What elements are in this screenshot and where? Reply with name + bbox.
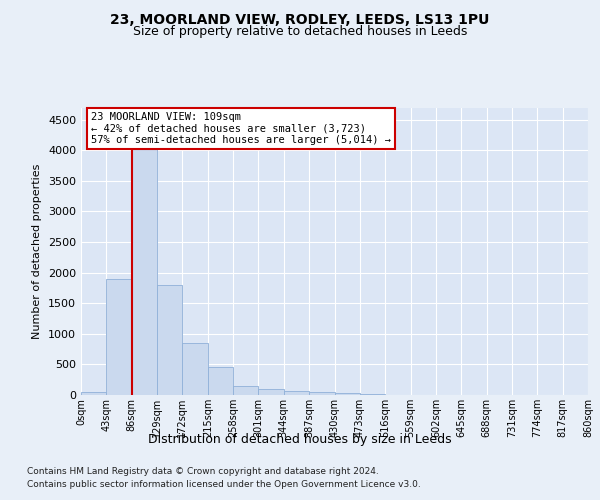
Bar — [81, 392, 106, 395]
Text: Distribution of detached houses by size in Leeds: Distribution of detached houses by size … — [148, 432, 452, 446]
Bar — [157, 285, 182, 395]
Y-axis label: Number of detached properties: Number of detached properties — [32, 164, 43, 339]
Bar — [182, 343, 208, 395]
Bar — [208, 368, 233, 395]
Text: Size of property relative to detached houses in Leeds: Size of property relative to detached ho… — [133, 25, 467, 38]
Bar — [106, 279, 132, 395]
Bar — [132, 120, 157, 395]
Bar — [360, 394, 385, 395]
Text: Contains HM Land Registry data © Crown copyright and database right 2024.: Contains HM Land Registry data © Crown c… — [27, 468, 379, 476]
Bar — [309, 392, 335, 395]
Bar — [233, 386, 259, 395]
Bar — [284, 390, 309, 395]
Bar — [259, 389, 284, 395]
Text: 23 MOORLAND VIEW: 109sqm
← 42% of detached houses are smaller (3,723)
57% of sem: 23 MOORLAND VIEW: 109sqm ← 42% of detach… — [91, 112, 391, 145]
Bar — [335, 393, 360, 395]
Text: 23, MOORLAND VIEW, RODLEY, LEEDS, LS13 1PU: 23, MOORLAND VIEW, RODLEY, LEEDS, LS13 1… — [110, 12, 490, 26]
Text: Contains public sector information licensed under the Open Government Licence v3: Contains public sector information licen… — [27, 480, 421, 489]
